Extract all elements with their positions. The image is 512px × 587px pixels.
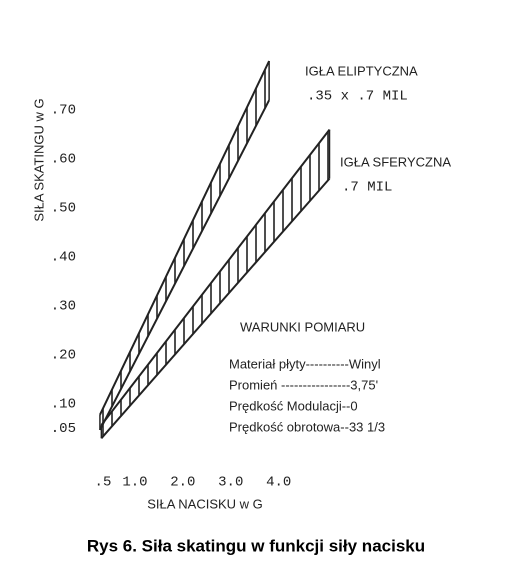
x-tick-label: 3.0 bbox=[218, 475, 243, 491]
y-tick-label: .20 bbox=[51, 348, 76, 364]
y-tick-label: .30 bbox=[51, 299, 76, 315]
band-fill bbox=[101, 129, 330, 439]
conditions-title: WARUNKI POMIARU bbox=[240, 319, 365, 334]
y-tick-label: .10 bbox=[51, 397, 76, 413]
y-tick-label: .05 bbox=[51, 421, 76, 437]
x-tick-label: 4.0 bbox=[266, 475, 291, 491]
conditions: WARUNKI POMIARU Materiał płyty----------… bbox=[229, 319, 385, 434]
x-tick-label: 2.0 bbox=[170, 475, 195, 491]
band-fill bbox=[99, 61, 270, 430]
y-axis-label: SIŁA SKATINGU w G bbox=[31, 98, 46, 221]
series-label: IGŁA SFERYCZNA bbox=[340, 154, 451, 169]
x-axis-label: SIŁA NACISKU w G bbox=[147, 496, 263, 511]
condition-line: Prędkość Modulacji--0 bbox=[229, 398, 358, 413]
y-tick-label: .70 bbox=[51, 103, 76, 119]
x-tick-label: .5 bbox=[95, 475, 112, 491]
band-edge bbox=[99, 99, 271, 431]
y-tick-label: .60 bbox=[51, 152, 76, 168]
chart-title: Rys 6. Siła skatingu w funkcji siły naci… bbox=[87, 536, 425, 555]
series-label: IGŁA ELIPTYCZNA bbox=[305, 63, 418, 78]
band-edge bbox=[100, 128, 331, 426]
y-tick-label: .50 bbox=[51, 201, 76, 217]
condition-line: Prędkość obrotowa--33 1/3 bbox=[229, 419, 385, 434]
band-edge bbox=[100, 177, 331, 439]
condition-line: Promień ----------------3,75' bbox=[229, 377, 378, 392]
series-sublabel: .7 MIL bbox=[342, 180, 392, 196]
condition-line: Materiał płyty----------Winyl bbox=[229, 356, 381, 371]
x-tick-label: 1.0 bbox=[122, 475, 147, 491]
series-sublabel: .35 x .7 MIL bbox=[307, 89, 408, 105]
y-tick-label: .40 bbox=[51, 250, 76, 266]
band-edge bbox=[99, 60, 271, 416]
